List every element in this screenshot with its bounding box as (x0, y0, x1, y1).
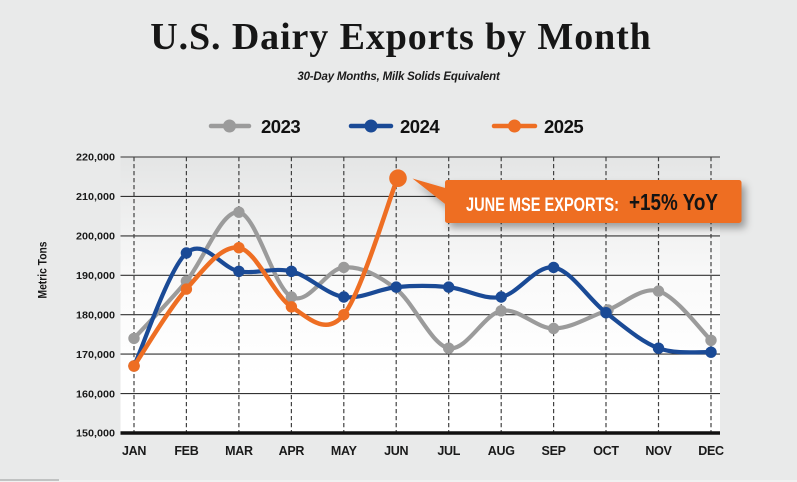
svg-text:220,000: 220,000 (76, 152, 115, 164)
svg-text:NOV: NOV (645, 444, 672, 458)
svg-text:AUG: AUG (488, 444, 515, 458)
svg-text:JUNE MSE EXPORTS:: JUNE MSE EXPORTS: (466, 195, 619, 216)
svg-text:+15% YoY: +15% YoY (629, 189, 718, 215)
svg-text:JUN: JUN (384, 444, 408, 458)
svg-text:JUL: JUL (437, 444, 460, 458)
svg-text:FEB: FEB (174, 444, 198, 458)
svg-text:MAR: MAR (225, 444, 253, 458)
svg-text:MAY: MAY (331, 444, 358, 458)
svg-text:SEP: SEP (542, 444, 566, 458)
svg-text:170,000: 170,000 (76, 349, 115, 361)
svg-text:DEC: DEC (698, 444, 724, 458)
svg-text:Metric Tons: Metric Tons (38, 242, 50, 299)
svg-text:OCT: OCT (593, 444, 619, 458)
svg-text:APR: APR (279, 444, 305, 458)
svg-text:180,000: 180,000 (76, 309, 115, 321)
svg-text:150,000: 150,000 (76, 428, 115, 440)
svg-text:190,000: 190,000 (76, 270, 115, 282)
svg-text:200,000: 200,000 (76, 231, 115, 243)
svg-text:JAN: JAN (122, 444, 146, 458)
svg-text:210,000: 210,000 (76, 191, 115, 203)
svg-text:160,000: 160,000 (76, 388, 115, 400)
